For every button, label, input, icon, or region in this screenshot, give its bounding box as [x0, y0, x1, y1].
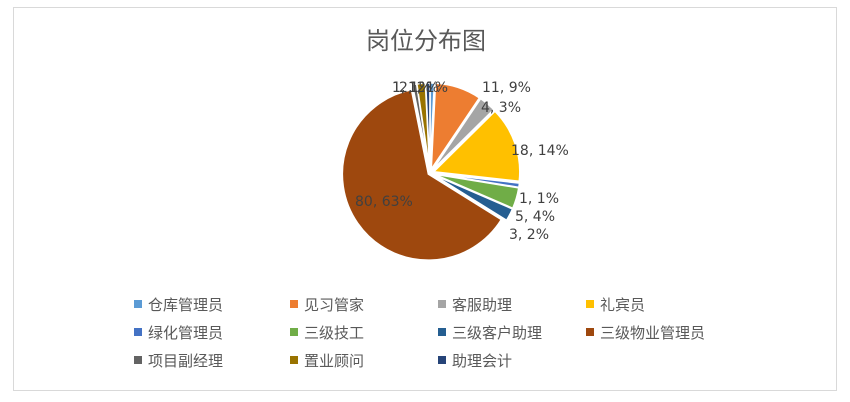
legend-label-2: 见习管家 — [304, 296, 364, 314]
data-label-3: 4, 3% — [481, 100, 521, 116]
legend-label-9: 项目副经理 — [148, 352, 223, 370]
chart-area: 岗位分布图 1, 1% 11, 9% 4, 3% 18, 14% 1, 1% 5, 4% 3… — [13, 7, 837, 391]
pie-chart: 岗位分布图 1, 1% 11, 9% 4, 3% 18, 14% 1, 1% 5, 4% 3… — [134, 27, 705, 370]
pie-slice-2 — [430, 82, 481, 172]
legend-label-11: 助理会计 — [452, 352, 512, 370]
pie-slice-8 — [341, 88, 503, 261]
legend-swatch-10 — [290, 356, 298, 364]
legend-swatch-9 — [134, 356, 142, 364]
pie-slice-6 — [433, 173, 520, 210]
data-label-9: 1, 1% — [392, 80, 432, 96]
legend-swatch-11 — [438, 356, 446, 364]
data-label-7: 3, 2% — [509, 227, 549, 243]
pie-slice-11 — [424, 82, 431, 170]
legend-swatch-6 — [290, 328, 298, 336]
chart-title: 岗位分布图 — [366, 27, 486, 55]
data-label-2: 11, 9% — [482, 80, 531, 96]
legend-swatch-4 — [586, 300, 594, 308]
data-label-5: 1, 1% — [519, 191, 559, 207]
legend-swatch-3 — [438, 300, 446, 308]
legend-swatch-7 — [438, 328, 446, 336]
pie-slice-7 — [433, 174, 514, 222]
legend-swatch-1 — [134, 300, 142, 308]
legend-label-7: 三级客户助理 — [452, 324, 542, 342]
data-label-1: 1, 1% — [392, 80, 432, 96]
pie-slice-3 — [431, 97, 495, 171]
legend-label-5: 绿化管理员 — [148, 324, 223, 342]
data-label-4: 18, 14% — [511, 143, 569, 159]
legend-swatch-2 — [290, 300, 298, 308]
data-label-10: 2, 2% — [399, 80, 439, 96]
legend-swatch-8 — [586, 328, 594, 336]
legend-label-10: 置业顾问 — [304, 352, 364, 370]
data-label-11: 1, 1% — [408, 80, 448, 96]
legend-label-8: 三级物业管理员 — [600, 324, 705, 342]
legend-swatch-5 — [134, 328, 142, 336]
pie-slice-4 — [432, 110, 521, 183]
data-label-6: 5, 4% — [515, 209, 555, 225]
legend-label-6: 三级技工 — [304, 324, 364, 342]
legend-label-3: 客服助理 — [452, 296, 512, 314]
legend-label-1: 仓库管理员 — [148, 296, 223, 314]
data-label-8: 80, 63% — [355, 194, 413, 210]
legend-label-4: 礼宾员 — [600, 296, 645, 314]
